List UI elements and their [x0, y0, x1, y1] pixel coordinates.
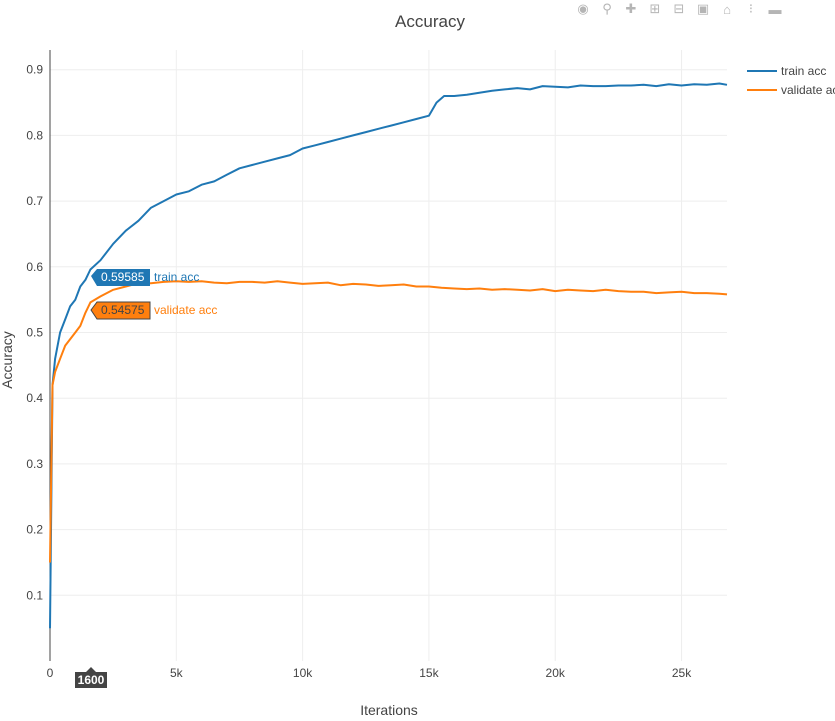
hover-train: 0.59585 train acc: [91, 269, 199, 286]
modebar: ◉ ⚲ ✚ ⊞ ⊟ ▣ ⌂ ⁝ ▬: [574, 0, 784, 20]
hover-validate-value: 0.54575: [101, 303, 145, 317]
hover-train-value: 0.59585: [101, 270, 145, 284]
y-axis-title: Accuracy: [0, 331, 15, 389]
home-icon[interactable]: ⌂: [723, 1, 731, 17]
hover-x-box: [75, 667, 107, 688]
y-tick-label: 0.1: [26, 588, 43, 602]
zoom-icon[interactable]: ⚲: [602, 1, 612, 16]
grid: [49, 50, 727, 661]
x-tick-label: 25k: [672, 666, 692, 680]
legend-label-train: train acc: [781, 64, 826, 78]
hover-train-name: train acc: [154, 270, 199, 284]
x-tick-label: 5k: [170, 666, 184, 680]
hover-x-label: 1600: [75, 667, 107, 688]
pan-icon[interactable]: ✚: [625, 1, 637, 16]
x-tick-label: 0: [47, 666, 54, 680]
series-line-train-acc[interactable]: [49, 82, 728, 629]
plot-lines[interactable]: [49, 82, 728, 629]
legend[interactable]: train acc validate acc: [747, 64, 835, 97]
y-tick-label: 0.9: [26, 63, 43, 77]
x-tick-label: 15k: [419, 666, 439, 680]
y-tick-label: 0.7: [26, 194, 43, 208]
compare-hover-icon[interactable]: ▬: [768, 1, 782, 17]
hover-train-box: [91, 269, 150, 286]
y-tick-label: 0.6: [26, 260, 43, 274]
legend-item-validate[interactable]: validate acc: [747, 83, 835, 97]
hover-x-value: 1600: [78, 673, 105, 687]
x-tick-label: 10k: [293, 666, 313, 680]
zoom-out-icon[interactable]: ⊟: [673, 1, 685, 16]
y-tick-label: 0.2: [26, 523, 43, 537]
legend-label-validate: validate acc: [781, 83, 835, 97]
legend-item-train[interactable]: train acc: [747, 64, 826, 78]
camera-icon[interactable]: ◉: [577, 1, 589, 16]
x-tick-label: 20k: [546, 666, 566, 680]
zoom-in-icon[interactable]: ⊞: [649, 1, 661, 16]
y-tick-label: 0.3: [26, 457, 43, 471]
y-axis-ticks: 0.1 0.2 0.3 0.4 0.5 0.6 0.7 0.8 0.9: [26, 63, 43, 603]
y-tick-label: 0.4: [26, 391, 43, 405]
chart-title: Accuracy: [395, 12, 465, 31]
autoscale-icon[interactable]: ▣: [696, 1, 710, 16]
hover-validate-name: validate acc: [154, 303, 217, 317]
y-tick-label: 0.8: [26, 128, 43, 142]
x-axis-title: Iterations: [360, 702, 418, 718]
spike-lines-icon[interactable]: ⁝: [748, 1, 754, 16]
series-line-validate-acc[interactable]: [49, 280, 728, 563]
hover-validate: 0.54575 validate acc: [90, 301, 217, 320]
y-tick-label: 0.5: [26, 326, 43, 340]
hover-validate-box: [90, 301, 151, 320]
x-axis-ticks: 0 5k 10k 15k 20k 25k: [47, 666, 693, 680]
